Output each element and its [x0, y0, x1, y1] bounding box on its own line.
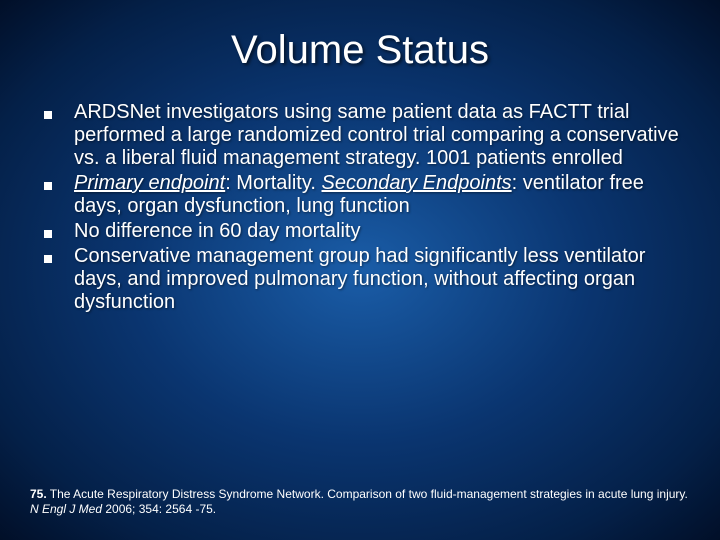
citation-rest: 2006; 354: 2564 -75.	[102, 502, 216, 516]
bullet-text: No difference in 60 day mortality	[74, 220, 360, 243]
bullet-marker-icon	[44, 255, 52, 263]
text-segment: : Mortality.	[225, 172, 321, 194]
bullet-text: ARDSNet investigators using same patient…	[74, 101, 690, 170]
bullet-item: Primary endpoint: Mortality. Secondary E…	[40, 172, 690, 218]
text-segment: Primary endpoint	[74, 172, 225, 194]
bullet-list: ARDSNet investigators using same patient…	[40, 101, 690, 314]
bullet-marker-icon	[44, 230, 52, 238]
bullet-marker-icon	[44, 182, 52, 190]
bullet-text: Primary endpoint: Mortality. Secondary E…	[74, 172, 690, 218]
slide-title: Volume Status	[0, 0, 720, 73]
bullet-item: No difference in 60 day mortality	[40, 220, 690, 243]
bullet-item: ARDSNet investigators using same patient…	[40, 101, 690, 170]
text-segment: Secondary Endpoints	[322, 172, 512, 194]
bullet-item: Conservative management group had signif…	[40, 245, 690, 314]
citation-text: The Acute Respiratory Distress Syndrome …	[47, 487, 688, 501]
text-segment: ARDSNet investigators using same patient…	[74, 101, 679, 169]
bullet-text: Conservative management group had signif…	[74, 245, 690, 314]
text-segment: Conservative management group had signif…	[74, 245, 645, 313]
citation: 75. The Acute Respiratory Distress Syndr…	[30, 487, 690, 516]
text-segment: No difference in 60 day mortality	[74, 220, 360, 242]
citation-journal: N Engl J Med	[30, 502, 102, 516]
citation-number: 75.	[30, 487, 47, 501]
slide: Volume Status ARDSNet investigators usin…	[0, 0, 720, 540]
bullet-marker-icon	[44, 111, 52, 119]
